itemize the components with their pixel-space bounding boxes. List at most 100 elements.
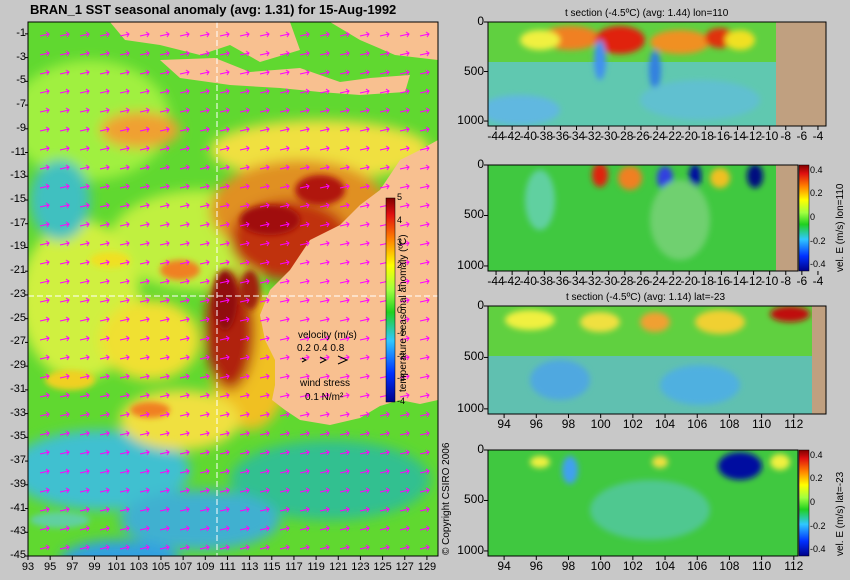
wind-arrow <box>179 297 190 304</box>
map-y-tick: -15 <box>10 193 26 205</box>
map-y-tick: -43 <box>10 525 26 538</box>
map-y-tick: -17 <box>10 216 26 229</box>
wind-arrow <box>219 259 230 266</box>
wind-arrow <box>79 259 90 266</box>
wind-arrow <box>39 297 50 304</box>
section4-y-tick: 0 <box>477 442 484 456</box>
section1-x-tick: -36 <box>551 129 570 143</box>
wind-arrow <box>59 183 70 190</box>
wind-arrow <box>79 373 90 380</box>
wind-arrow <box>419 449 430 456</box>
wind-arrow <box>299 430 310 437</box>
wind-arrow <box>59 202 70 209</box>
wind-arrow <box>99 145 110 152</box>
wind-arrow <box>139 145 150 152</box>
wind-arrow <box>299 506 310 513</box>
wind-arrow <box>79 69 90 76</box>
section2-x-tick: -8 <box>780 274 792 288</box>
wind-arrow <box>179 145 190 152</box>
sst-colorbar-tick: 2 <box>397 260 403 270</box>
wind-arrow <box>99 240 110 247</box>
wind-arrow <box>239 145 250 152</box>
wind-arrow <box>319 88 330 95</box>
wind-arrow <box>299 259 310 266</box>
wind-arrow <box>259 69 270 76</box>
wind-arrow <box>359 544 370 551</box>
wind-arrow <box>99 183 110 190</box>
wind-arrow <box>319 392 330 399</box>
wind-arrow <box>119 411 130 418</box>
wind-arrow <box>339 221 350 228</box>
wind-arrow <box>319 240 330 247</box>
wind-arrow <box>259 221 270 228</box>
wind-arrow <box>99 468 110 475</box>
wind-arrow <box>419 430 430 437</box>
wind-arrow <box>59 107 70 114</box>
wind-arrow <box>339 88 350 95</box>
map-x-tick: 125 <box>373 561 392 573</box>
wind-arrow <box>79 221 90 228</box>
wind-arrow <box>319 430 330 437</box>
wind-arrow <box>299 183 310 190</box>
wind-arrow <box>339 468 350 475</box>
wind-arrow <box>239 525 250 532</box>
wind-arrow <box>359 107 370 114</box>
wind-arrow <box>299 126 310 133</box>
wind-arrow <box>59 449 70 456</box>
wind-arrow <box>179 544 190 551</box>
wind-arrow <box>199 88 210 95</box>
sst-colorbar-tick: -1 <box>397 328 406 338</box>
wind-arrow <box>399 506 410 513</box>
map-x-tick: 95 <box>44 561 57 573</box>
wind-arrow <box>79 411 90 418</box>
wind-arrow <box>199 183 210 190</box>
wind-arrow <box>259 506 270 513</box>
wind-arrow <box>39 544 50 551</box>
wind-arrow <box>139 449 150 456</box>
wind-arrow <box>259 392 270 399</box>
wind-arrow <box>199 487 210 494</box>
wind-arrow <box>219 392 230 399</box>
wind-arrow <box>399 316 410 323</box>
wind-arrow <box>299 335 310 342</box>
section2-x-tick: -26 <box>632 274 650 288</box>
wind-arrow <box>319 373 330 380</box>
vel-colorbar-tick: 0.2 <box>810 473 823 484</box>
wind-arrow <box>359 31 370 38</box>
wind-arrow <box>319 525 330 532</box>
wind-arrow <box>119 392 130 399</box>
map-x-tick: 107 <box>173 561 193 573</box>
wind-stress-label: wind stress <box>300 378 351 389</box>
wind-arrow <box>319 50 330 57</box>
wind-arrow <box>99 373 110 380</box>
wind-arrow <box>399 544 410 551</box>
wind-arrow <box>39 392 50 399</box>
wind-arrow <box>99 69 110 76</box>
wind-arrow <box>359 297 370 304</box>
wind-arrow <box>419 107 430 114</box>
wind-arrow <box>299 544 310 551</box>
wind-arrow <box>239 259 250 266</box>
wind-arrow <box>179 202 190 209</box>
wind-arrow <box>259 202 270 209</box>
wind-arrow <box>99 278 110 285</box>
wind-arrow <box>159 278 170 285</box>
wind-arrow <box>139 202 150 209</box>
wind-arrow <box>119 88 130 95</box>
wind-arrow <box>159 373 170 380</box>
section3-title: t section (-4.5ºC) (avg: 1.14) lat=-23 <box>566 292 725 303</box>
wind-arrow <box>299 487 310 494</box>
wind-arrow <box>179 278 190 285</box>
wind-arrow <box>359 221 370 228</box>
map-x-tick: 101 <box>107 561 126 573</box>
wind-arrow <box>259 335 270 342</box>
map-x-tick: 99 <box>88 561 101 573</box>
wind-arrow <box>59 88 70 95</box>
wind-arrow <box>159 297 170 304</box>
wind-arrow <box>259 50 270 57</box>
wind-arrow <box>39 316 50 323</box>
wind-arrow <box>319 183 330 190</box>
wind-arrow <box>339 335 350 342</box>
wind-arrow <box>59 430 70 437</box>
wind-arrow <box>279 544 290 551</box>
